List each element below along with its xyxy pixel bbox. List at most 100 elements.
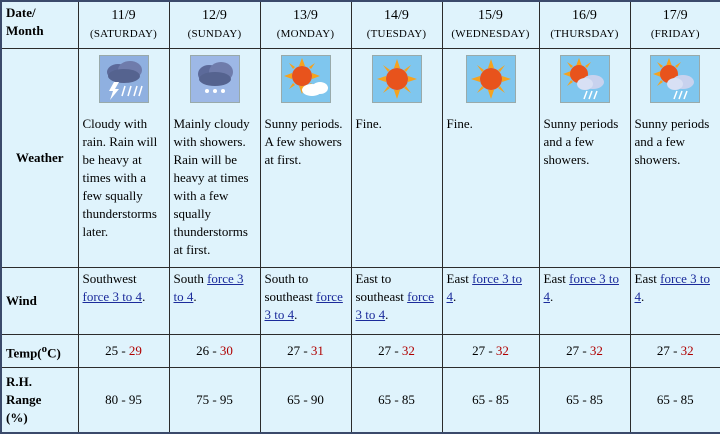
- humidity-cell: 80 - 95: [77, 367, 170, 434]
- temp-label-prefix: Temp(: [6, 345, 42, 361]
- date: 17/9: [662, 8, 688, 23]
- weather-text: Sunny periods and a few showers.: [629, 113, 720, 268]
- temperature-cell: 27 - 32: [629, 334, 720, 368]
- temp-min: 26: [196, 343, 210, 358]
- day-header-6: 16/9 (THURSDAY): [538, 0, 631, 49]
- wind-direction: East: [634, 271, 657, 286]
- weekday: (SATURDAY): [90, 28, 157, 40]
- wind-force-link[interactable]: force 3 to 4: [446, 271, 522, 304]
- wind-cell: East force 3 to 4.: [441, 267, 540, 335]
- temperature-header: Temp(oC): [0, 334, 79, 368]
- date: 13/9: [293, 8, 318, 23]
- wind-force-link[interactable]: force 3 to 4: [173, 271, 244, 304]
- wind-force-link[interactable]: force 3 to 4: [543, 271, 619, 304]
- temp-min: 27: [566, 343, 580, 358]
- wind-cell: East force 3 to 4.: [629, 267, 720, 335]
- wind-direction: East: [446, 271, 469, 286]
- weather-header: Weather: [0, 48, 79, 268]
- wind-force-link[interactable]: force 3 to 4: [355, 289, 434, 322]
- wind-cell: East to southeast force 3 to 4.: [350, 267, 443, 335]
- wind-cell: East force 3 to 4.: [538, 267, 631, 335]
- rh-label-line3: (%): [6, 410, 28, 425]
- weekday: (SUNDAY): [187, 28, 242, 40]
- temp-max: 32: [589, 343, 603, 358]
- wind-direction: South to southeast: [264, 271, 313, 304]
- temp-max: 29: [128, 343, 142, 358]
- weather-icon-cell-5: [441, 48, 540, 113]
- wind-direction: East to southeast: [355, 271, 404, 304]
- wind-suffix: .: [550, 289, 554, 304]
- wind-cell: South force 3 to 4.: [168, 267, 261, 335]
- day-header-7: 17/9 (FRIDAY): [629, 0, 720, 49]
- rh-label-line1: R.H.: [6, 374, 32, 389]
- temp-min: 27: [378, 343, 392, 358]
- temperature-cell: 27 - 32: [350, 334, 443, 368]
- temp-separator: -: [118, 343, 129, 358]
- wind-force-link[interactable]: force 3 to 4: [634, 271, 710, 304]
- date: 12/9: [202, 8, 227, 23]
- weekday: (MONDAY): [276, 28, 335, 40]
- wind-header: Wind: [0, 267, 79, 335]
- humidity-cell: 65 - 85: [629, 367, 720, 434]
- wind-cell: South to southeast force 3 to 4.: [259, 267, 352, 335]
- weather-icon-cell-6: [538, 48, 631, 113]
- weather-icon-cell-2: [168, 48, 261, 113]
- date-row: Date/ Month 11/9 (SATURDAY) 12/9 (SUNDAY) …: [0, 0, 720, 49]
- temp-max: 32: [495, 343, 509, 358]
- temp-separator: -: [209, 343, 220, 358]
- temp-separator: -: [300, 343, 311, 358]
- humidity-cell: 65 - 85: [350, 367, 443, 434]
- sunny-periods-showers-icon: [559, 54, 610, 103]
- weekday: (TUESDAY): [366, 28, 427, 40]
- date: 16/9: [572, 8, 597, 23]
- temp-separator: -: [391, 343, 402, 358]
- temperature-cell: 27 - 31: [259, 334, 352, 368]
- wind-suffix: .: [294, 307, 298, 322]
- temp-max: 30: [219, 343, 233, 358]
- temp-min: 27: [656, 343, 670, 358]
- date: 11/9: [111, 8, 136, 23]
- weather-icon-cell-1: [77, 48, 170, 113]
- temp-max: 31: [310, 343, 324, 358]
- temp-min: 27: [287, 343, 301, 358]
- wind-suffix: .: [193, 289, 197, 304]
- temperature-row: Temp(oC) 25 - 29 26 - 30 27 - 31 27 - 32…: [0, 334, 720, 368]
- date-label-line2: Month: [6, 23, 44, 38]
- sunny-icon: [465, 54, 516, 103]
- weekday: (THURSDAY): [550, 28, 619, 40]
- humidity-header: R.H. Range (%): [0, 367, 79, 434]
- weather-icon-cell-3: [259, 48, 352, 113]
- temp-max: 32: [401, 343, 415, 358]
- temp-label-degree: o: [41, 342, 48, 355]
- weather-icon-cell-7: [629, 48, 720, 113]
- weather-text: Cloudy with rain. Rain will be heavy at …: [77, 113, 170, 268]
- wind-force-link[interactable]: force 3 to 4: [82, 289, 143, 304]
- temperature-cell: 27 - 32: [441, 334, 540, 368]
- weather-text-row: Cloudy with rain. Rain will be heavy at …: [1, 113, 720, 268]
- temperature-cell: 27 - 32: [538, 334, 631, 368]
- temp-max: 32: [680, 343, 694, 358]
- humidity-cell: 65 - 85: [538, 367, 631, 434]
- weather-text: Sunny periods. A few showers at first.: [259, 113, 352, 268]
- wind-direction: South: [173, 271, 204, 286]
- date: 15/9: [478, 8, 503, 23]
- weekday: (WEDNESDAY): [451, 28, 530, 40]
- temp-separator: -: [579, 343, 590, 358]
- weather-text: Fine.: [441, 113, 540, 268]
- temp-label-suffix: C): [47, 345, 61, 361]
- day-header-4: 14/9 (TUESDAY): [350, 0, 443, 49]
- weather-label: Weather: [15, 150, 64, 165]
- day-header-3: 13/9 (MONDAY): [259, 0, 352, 49]
- wind-suffix: .: [453, 289, 457, 304]
- day-header-1: 11/9 (SATURDAY): [77, 0, 170, 49]
- temperature-cell: 26 - 30: [168, 334, 261, 368]
- sunny-periods-showers-icon: [650, 54, 701, 103]
- wind-direction: East: [543, 271, 566, 286]
- wind-force-link[interactable]: force 3 to 4: [264, 289, 343, 322]
- humidity-row: R.H. Range (%) 80 - 95 75 - 95 65 - 90 6…: [0, 367, 720, 434]
- humidity-cell: 65 - 85: [441, 367, 540, 434]
- cloudy-showers-icon: [189, 54, 240, 103]
- day-header-5: 15/9 (WEDNESDAY): [441, 0, 540, 49]
- wind-direction: Southwest: [82, 271, 137, 286]
- rh-label-line2: Range: [6, 392, 42, 407]
